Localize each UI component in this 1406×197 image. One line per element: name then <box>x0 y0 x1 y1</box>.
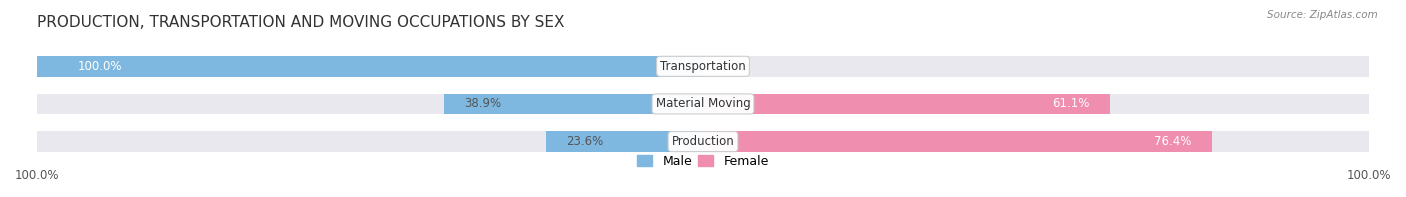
Bar <box>703 131 1212 152</box>
Bar <box>37 94 1369 114</box>
Text: 61.1%: 61.1% <box>1053 98 1090 111</box>
Bar <box>37 131 1369 152</box>
Text: 38.9%: 38.9% <box>464 98 501 111</box>
Text: 0.0%: 0.0% <box>716 60 747 73</box>
Legend: Male, Female: Male, Female <box>633 150 773 173</box>
Bar <box>703 94 1109 114</box>
Text: Transportation: Transportation <box>661 60 745 73</box>
Text: Production: Production <box>672 135 734 148</box>
Bar <box>37 56 1369 77</box>
Text: Source: ZipAtlas.com: Source: ZipAtlas.com <box>1267 10 1378 20</box>
Text: 100.0%: 100.0% <box>77 60 122 73</box>
Bar <box>444 94 703 114</box>
Text: Material Moving: Material Moving <box>655 98 751 111</box>
Bar <box>37 56 703 77</box>
Text: PRODUCTION, TRANSPORTATION AND MOVING OCCUPATIONS BY SEX: PRODUCTION, TRANSPORTATION AND MOVING OC… <box>37 15 565 30</box>
Text: 76.4%: 76.4% <box>1154 135 1192 148</box>
Text: 23.6%: 23.6% <box>565 135 603 148</box>
Bar <box>546 131 703 152</box>
